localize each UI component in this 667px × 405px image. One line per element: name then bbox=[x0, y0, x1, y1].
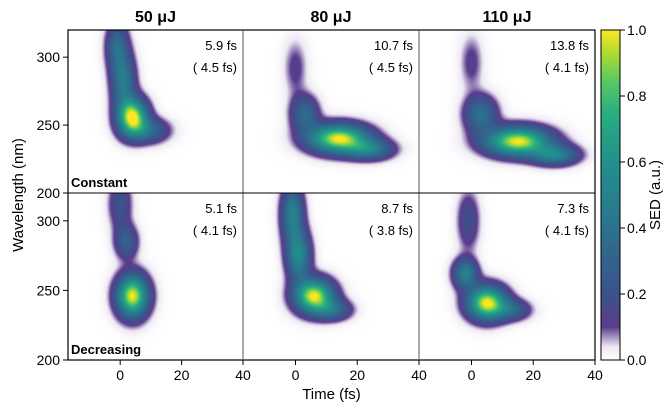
heatmap-panel-decreasing-3 bbox=[419, 193, 595, 360]
x-tick-label: 0 bbox=[468, 367, 476, 383]
y-tick-label: 200 bbox=[37, 185, 61, 201]
x-tick-label: 0 bbox=[116, 367, 124, 383]
colorbar-tick-label: 0.8 bbox=[627, 88, 647, 104]
column-title: 80 μJ bbox=[311, 9, 352, 26]
y-tick-label: 200 bbox=[37, 352, 61, 368]
colorbar-tick-label: 0.6 bbox=[627, 154, 647, 170]
pulse-duration-alt-label: ( 3.8 fs) bbox=[369, 223, 413, 238]
heatmap-panel-constant-1 bbox=[68, 30, 243, 193]
x-tick-label: 40 bbox=[235, 367, 251, 383]
pulse-duration-alt-label: ( 4.1 fs) bbox=[193, 223, 237, 238]
x-tick-label: 20 bbox=[174, 367, 190, 383]
row-label: Decreasing bbox=[71, 342, 141, 357]
heatmap-panel-decreasing-1 bbox=[68, 193, 243, 360]
pulse-duration-label: 5.9 fs bbox=[205, 38, 237, 53]
y-tick-label: 250 bbox=[37, 282, 61, 298]
x-tick-label: 40 bbox=[587, 367, 603, 383]
pulse-duration-alt-label: ( 4.5 fs) bbox=[193, 60, 237, 75]
chart-overlay: 5.9 fs ( 4.5 fs) 10.7 fs ( 4.5 fs) 13.8 fs ( … bbox=[10, 9, 664, 403]
pulse-duration-label: 13.8 fs bbox=[550, 38, 590, 53]
heatmap-panel-decreasing-2 bbox=[243, 193, 419, 360]
x-tick-label: 20 bbox=[525, 367, 541, 383]
pulse-duration-label: 5.1 fs bbox=[205, 201, 237, 216]
heatmap-panel-constant-2 bbox=[243, 30, 419, 193]
colorbar-label: SED (a.u.) bbox=[647, 160, 664, 230]
column-title: 50 μJ bbox=[135, 9, 176, 26]
x-tick-label: 0 bbox=[292, 367, 300, 383]
colorbar-tick-label: 0.2 bbox=[627, 286, 647, 302]
pulse-duration-alt-label: ( 4.1 fs) bbox=[545, 223, 589, 238]
pulse-duration-label: 10.7 fs bbox=[374, 38, 414, 53]
x-tick-label: 40 bbox=[411, 367, 427, 383]
y-tick-label: 300 bbox=[37, 213, 61, 229]
heatmap-panels bbox=[68, 30, 595, 360]
colorbar-tick-label: 1.0 bbox=[627, 22, 647, 38]
x-tick-label: 20 bbox=[349, 367, 365, 383]
pulse-duration-alt-label: ( 4.1 fs) bbox=[545, 60, 589, 75]
column-title: 110 μJ bbox=[483, 9, 532, 26]
y-tick-label: 250 bbox=[37, 117, 61, 133]
pulse-duration-label: 8.7 fs bbox=[381, 201, 413, 216]
plot-frame bbox=[67, 29, 596, 361]
x-axis-label: Time (fs) bbox=[302, 386, 361, 403]
pulse-duration-label: 7.3 fs bbox=[557, 201, 589, 216]
heatmap-panel-constant-3 bbox=[419, 30, 595, 193]
colorbar-tick-label: 0.0 bbox=[627, 352, 647, 368]
row-label: Constant bbox=[71, 175, 128, 190]
y-tick-label: 300 bbox=[37, 49, 61, 65]
colorbar bbox=[600, 29, 621, 361]
colorbar-tick-label: 0.4 bbox=[627, 220, 647, 236]
y-axis-label: Wavelength (nm) bbox=[10, 138, 27, 252]
pulse-duration-alt-label: ( 4.5 fs) bbox=[369, 60, 413, 75]
